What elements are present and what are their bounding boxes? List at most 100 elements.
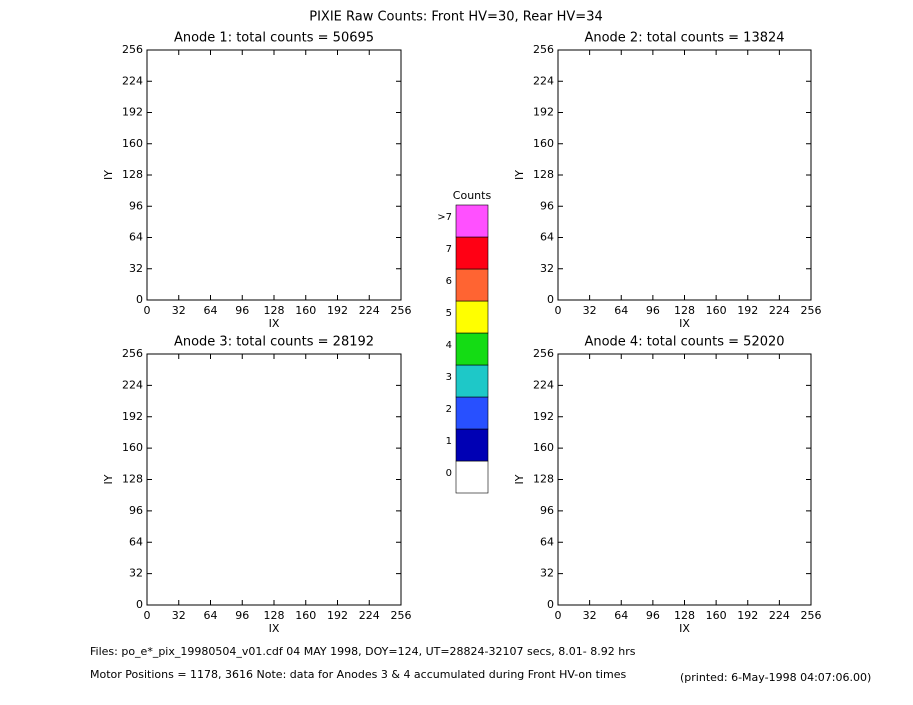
plot-frame <box>146 353 402 606</box>
y-tick-label: 32 <box>129 567 143 580</box>
colorbar-swatch <box>455 300 489 334</box>
y-tick-label: 64 <box>129 535 143 548</box>
x-tick-label: 32 <box>583 304 597 317</box>
colorbar-swatch <box>455 460 489 494</box>
x-tick-label: 128 <box>264 609 285 622</box>
colorbar-label: 1 <box>446 436 452 447</box>
y-tick-label: 0 <box>547 598 554 611</box>
page-title: PIXIE Raw Counts: Front HV=30, Rear HV=3… <box>309 10 603 25</box>
x-tick-label: 160 <box>295 609 316 622</box>
colorbar-swatch <box>455 204 489 238</box>
footer-files: Files: po_e*_pix_19980504_v01.cdf 04 MAY… <box>90 645 636 658</box>
colorbar-swatch <box>455 236 489 270</box>
colorbar-label: 6 <box>446 276 452 287</box>
y-tick-label: 160 <box>533 137 554 150</box>
y-tick-label: 192 <box>533 410 554 423</box>
x-tick-label: 224 <box>769 304 790 317</box>
y-tick-label: 224 <box>533 378 554 391</box>
x-tick-label: 96 <box>235 304 249 317</box>
x-tick-label: 128 <box>674 304 695 317</box>
x-axis-label: IX <box>269 317 280 330</box>
x-tick-label: 32 <box>172 304 186 317</box>
x-tick-label: 224 <box>359 609 380 622</box>
x-tick-label: 256 <box>391 304 412 317</box>
x-tick-label: 0 <box>144 304 151 317</box>
colorbar-title: Counts <box>453 189 492 202</box>
panel-title: Anode 3: total counts = 28192 <box>174 335 374 350</box>
y-tick-label: 192 <box>122 106 143 119</box>
y-tick-label: 32 <box>129 262 143 275</box>
y-axis-label: IY <box>102 474 115 484</box>
x-tick-label: 64 <box>614 609 628 622</box>
x-axis-label: IX <box>269 622 280 635</box>
y-tick-label: 224 <box>533 74 554 87</box>
y-tick-label: 224 <box>122 74 143 87</box>
x-tick-label: 64 <box>204 304 218 317</box>
x-tick-label: 128 <box>264 304 285 317</box>
panel-title: Anode 1: total counts = 50695 <box>174 31 374 46</box>
y-tick-label: 224 <box>122 378 143 391</box>
y-tick-label: 160 <box>122 441 143 454</box>
y-tick-label: 256 <box>122 347 143 360</box>
x-tick-label: 192 <box>327 609 348 622</box>
y-tick-label: 0 <box>136 598 143 611</box>
x-tick-label: 224 <box>359 304 380 317</box>
footer-motor: Motor Positions = 1178, 3616 Note: data … <box>90 668 626 681</box>
y-tick-label: 96 <box>540 199 554 212</box>
x-tick-label: 128 <box>674 609 695 622</box>
x-tick-label: 0 <box>555 609 562 622</box>
x-tick-label: 224 <box>769 609 790 622</box>
x-tick-label: 160 <box>706 609 727 622</box>
y-tick-label: 128 <box>122 473 143 486</box>
y-axis-label: IY <box>513 474 526 484</box>
x-tick-label: 0 <box>555 304 562 317</box>
x-tick-label: 96 <box>646 609 660 622</box>
y-tick-label: 192 <box>533 106 554 119</box>
y-tick-label: 96 <box>129 199 143 212</box>
x-tick-label: 64 <box>204 609 218 622</box>
panel-title: Anode 4: total counts = 52020 <box>584 335 784 350</box>
y-tick-label: 256 <box>533 347 554 360</box>
colorbar-swatch <box>455 364 489 398</box>
y-tick-label: 32 <box>540 262 554 275</box>
plot-frame <box>557 353 812 606</box>
y-tick-label: 256 <box>533 43 554 56</box>
x-tick-label: 32 <box>172 609 186 622</box>
y-axis-label: IY <box>513 170 526 180</box>
x-tick-label: 192 <box>327 304 348 317</box>
x-tick-label: 192 <box>737 609 758 622</box>
colorbar-label: 2 <box>446 404 452 415</box>
x-tick-label: 256 <box>391 609 412 622</box>
y-tick-label: 64 <box>129 231 143 244</box>
x-tick-label: 256 <box>801 609 822 622</box>
footer-printed: (printed: 6-May-1998 04:07:06.00) <box>680 671 871 684</box>
y-axis-label: IY <box>102 170 115 180</box>
plot-frame <box>146 49 402 301</box>
colorbar-label: 5 <box>446 308 452 319</box>
x-axis-label: IX <box>679 622 690 635</box>
y-tick-label: 160 <box>533 441 554 454</box>
x-tick-label: 32 <box>583 609 597 622</box>
x-axis-label: IX <box>679 317 690 330</box>
y-tick-label: 64 <box>540 231 554 244</box>
colorbar-swatch <box>455 428 489 462</box>
colorbar-label: 7 <box>446 244 452 255</box>
x-tick-label: 160 <box>706 304 727 317</box>
y-tick-label: 256 <box>122 43 143 56</box>
panel-title: Anode 2: total counts = 13824 <box>584 31 784 46</box>
colorbar-label: 0 <box>446 468 452 479</box>
y-tick-label: 32 <box>540 567 554 580</box>
y-tick-label: 192 <box>122 410 143 423</box>
colorbar-label: 4 <box>446 340 452 351</box>
y-tick-label: 160 <box>122 137 143 150</box>
colorbar-label: 3 <box>446 372 452 383</box>
x-tick-label: 96 <box>646 304 660 317</box>
colorbar-swatch <box>455 332 489 366</box>
y-tick-label: 128 <box>122 168 143 181</box>
y-tick-label: 128 <box>533 168 554 181</box>
colorbar-swatch <box>455 268 489 302</box>
y-tick-label: 96 <box>129 504 143 517</box>
x-tick-label: 160 <box>295 304 316 317</box>
y-tick-label: 128 <box>533 473 554 486</box>
